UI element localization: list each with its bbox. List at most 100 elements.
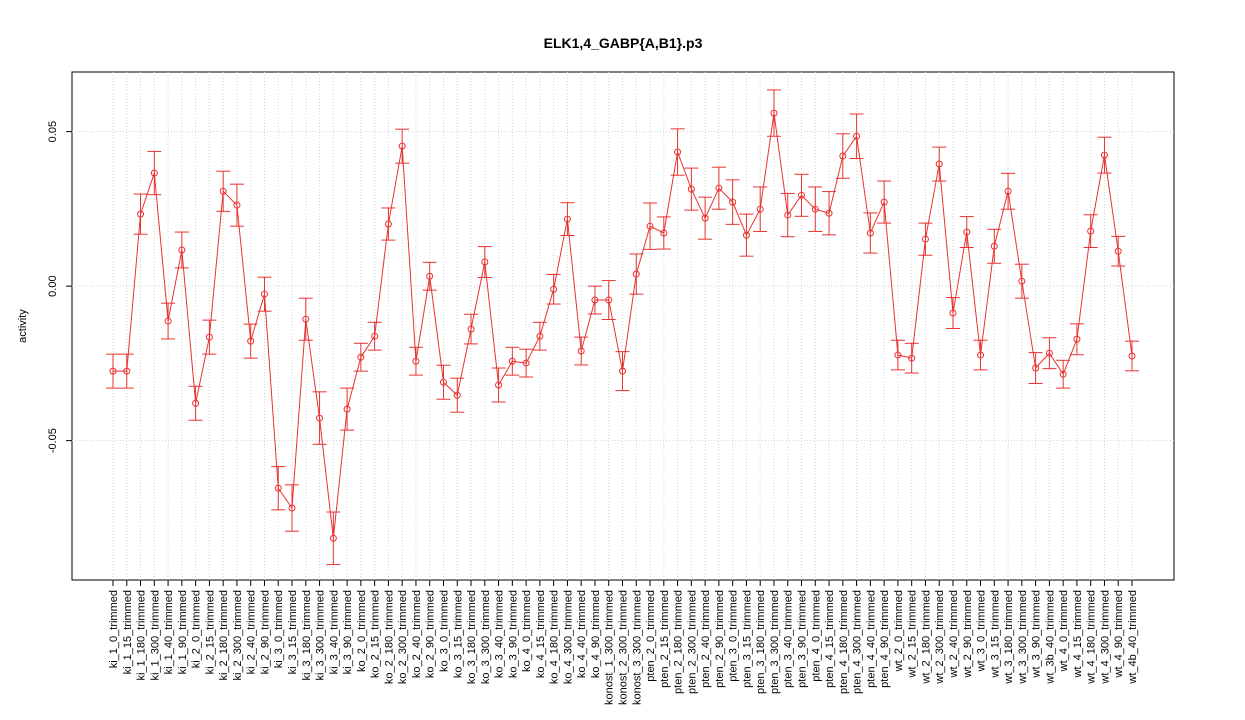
data-point <box>784 211 792 219</box>
x-tick-label: wt_3_0_trimmed <box>976 590 988 672</box>
data-point <box>508 357 516 365</box>
x-tick-label: ko_4_0_trimmed <box>521 590 533 672</box>
data-point <box>715 184 723 192</box>
data-point <box>894 351 902 359</box>
data-point <box>563 215 571 223</box>
x-tick-label: wt_4_90_trimmed <box>1113 590 1125 678</box>
data-point <box>825 209 833 217</box>
data-point <box>949 309 957 317</box>
data-point <box>742 231 750 239</box>
x-tick-label: pten_2_0_trimmed <box>645 590 657 682</box>
data-point <box>632 270 640 278</box>
data-point <box>398 142 406 150</box>
x-tick-label: ki_3_180_trimmed <box>301 590 313 681</box>
data-point <box>550 285 558 293</box>
data-point <box>729 198 737 206</box>
x-tick-label: ko_3_90_trimmed <box>507 590 519 678</box>
x-tick-label: wt_2_0_trimmed <box>893 590 905 672</box>
data-point <box>192 399 200 407</box>
data-point <box>908 354 916 362</box>
x-tick-label: wt_4_300_trimmed <box>1099 590 1111 685</box>
data-point <box>605 296 613 304</box>
x-tick-label: ko_4_300_trimmed <box>562 590 574 684</box>
x-tick-label: konost_1_300_trimmed <box>604 590 616 705</box>
x-tick-label: wt_2_40_trimmed <box>948 590 960 678</box>
data-point <box>674 148 682 156</box>
x-tick-label: wt_3_15_trimmed <box>989 590 1001 678</box>
x-tick-label: ki_3_0_trimmed <box>273 590 285 668</box>
data-point <box>1032 364 1040 372</box>
data-point <box>811 205 819 213</box>
y-tick-label: 0.00 <box>47 275 59 296</box>
data-point <box>880 198 888 206</box>
x-tick-label: ko_2_40_trimmed <box>411 590 423 678</box>
x-tick-label: konost_3_300_trimmed <box>631 590 643 705</box>
data-point <box>164 317 172 325</box>
x-tick-label: wt_4_15_trimmed <box>1072 590 1084 678</box>
x-tick-label: ko_4_15_trimmed <box>535 590 547 678</box>
data-point <box>219 187 227 195</box>
data-point <box>798 191 806 199</box>
data-point <box>522 359 530 367</box>
x-tick-label: wt_3b_40_trimmed <box>1044 590 1056 685</box>
data-point <box>701 214 709 222</box>
data-point <box>1128 352 1136 360</box>
data-point <box>302 315 310 323</box>
data-point <box>178 246 186 254</box>
x-tick-label: wt_2_90_trimmed <box>962 590 974 678</box>
x-tick-label: ki_1_40_trimmed <box>163 590 175 674</box>
data-point <box>109 367 117 375</box>
x-tick-label: ko_4_40_trimmed <box>576 590 588 678</box>
data-point <box>467 325 475 333</box>
data-point <box>260 290 268 298</box>
x-tick-label: pten_4_15_trimmed <box>824 590 836 688</box>
data-point <box>866 229 874 237</box>
x-tick-label: pten_2_180_trimmed <box>673 590 685 694</box>
data-point <box>247 337 255 345</box>
x-tick-label: ko_2_0_trimmed <box>356 590 368 672</box>
x-tick-label: ki_2_15_trimmed <box>204 590 216 674</box>
y-axis-label: activity <box>17 309 29 343</box>
x-tick-label: pten_4_300_trimmed <box>852 590 864 694</box>
data-point <box>1073 335 1081 343</box>
x-tick-label: ki_1_0_trimmed <box>108 590 120 668</box>
x-tick-label: pten_2_300_trimmed <box>686 590 698 694</box>
x-tick-label: pten_2_40_trimmed <box>700 590 712 688</box>
x-tick-label: ko_2_90_trimmed <box>425 590 437 678</box>
x-tick-label: ko_3_15_trimmed <box>452 590 464 678</box>
plot-frame <box>71 71 1175 581</box>
x-tick-label: wt_4_180_trimmed <box>1086 590 1098 685</box>
data-point <box>1100 151 1108 159</box>
data-point <box>205 333 213 341</box>
data-point <box>426 272 434 280</box>
data-point <box>963 228 971 236</box>
data-point <box>619 367 626 375</box>
x-tick-label: ki_2_0_trimmed <box>191 590 203 668</box>
x-tick-label: ko_4_180_trimmed <box>549 590 561 684</box>
x-tick-label: ko_3_300_trimmed <box>480 590 492 684</box>
x-tick-label: wt_2_180_trimmed <box>920 590 932 685</box>
x-tick-label: ko_3_0_trimmed <box>438 590 450 672</box>
x-tick-label: ko_4_90_trimmed <box>590 590 602 678</box>
data-point <box>439 378 447 386</box>
data-point <box>1004 187 1012 195</box>
x-tick-label: ki_1_180_trimmed <box>136 590 148 681</box>
data-point <box>495 381 503 389</box>
x-tick-label: pten_3_40_trimmed <box>783 590 795 688</box>
data-point <box>935 160 943 168</box>
x-tick-label: pten_3_300_trimmed <box>769 590 781 694</box>
x-tick-label: pten_4_0_trimmed <box>810 590 822 682</box>
x-tick-label: konost_2_300_trimmed <box>618 590 630 705</box>
data-point <box>357 353 365 361</box>
data-point <box>1059 370 1067 378</box>
data-point <box>921 235 929 243</box>
data-point <box>853 132 861 140</box>
x-tick-label: ko_3_40_trimmed <box>494 590 506 678</box>
x-tick-label: pten_4_180_trimmed <box>838 590 850 694</box>
data-point <box>150 169 158 177</box>
x-tick-label: wt_4_0_trimmed <box>1058 590 1070 672</box>
x-tick-label: pten_4_90_trimmed <box>879 590 891 688</box>
data-point <box>660 229 668 237</box>
x-tick-label: ki_2_300_trimmed <box>232 590 244 681</box>
